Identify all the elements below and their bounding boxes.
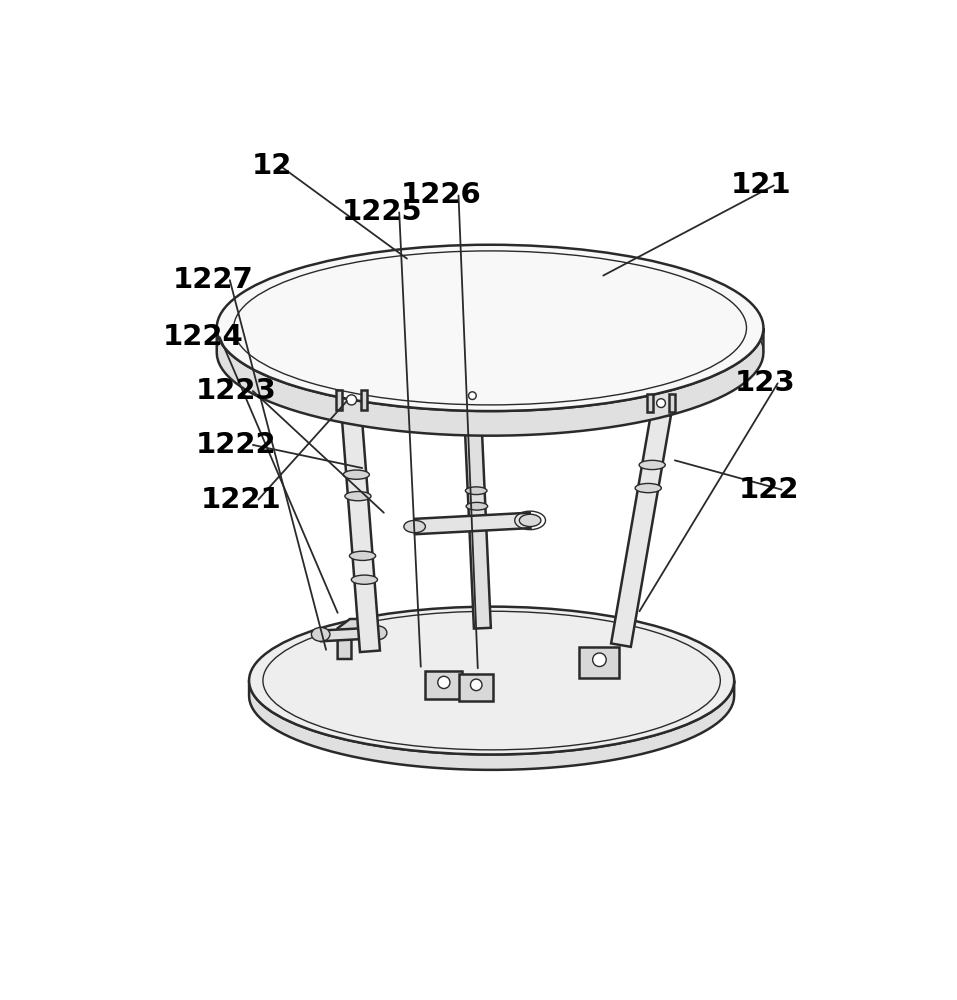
Circle shape [657,399,665,408]
Polygon shape [426,671,462,699]
Polygon shape [414,513,530,534]
Ellipse shape [249,607,734,754]
Text: 1225: 1225 [342,198,423,226]
Ellipse shape [216,245,764,411]
Polygon shape [647,394,654,412]
Text: 1227: 1227 [172,266,254,294]
Polygon shape [216,328,764,436]
Text: 1221: 1221 [201,486,281,514]
Circle shape [346,395,357,405]
Polygon shape [669,394,675,412]
Ellipse shape [404,520,426,533]
Text: 1222: 1222 [195,431,277,459]
Circle shape [437,676,450,689]
Text: 121: 121 [731,171,791,199]
Text: 12: 12 [252,152,292,180]
Polygon shape [612,412,671,647]
Polygon shape [342,412,380,652]
Ellipse shape [465,487,487,495]
Polygon shape [459,674,493,701]
Polygon shape [461,389,483,405]
Ellipse shape [635,483,661,493]
Ellipse shape [368,626,387,640]
Polygon shape [579,647,619,678]
Ellipse shape [639,460,665,470]
Polygon shape [321,627,378,641]
Polygon shape [464,406,491,629]
Circle shape [471,679,482,691]
Ellipse shape [311,627,330,641]
Circle shape [592,653,606,667]
Text: 1226: 1226 [401,181,482,209]
Ellipse shape [466,502,488,510]
Polygon shape [336,389,343,410]
Text: 1224: 1224 [163,323,243,351]
Circle shape [469,392,477,400]
Ellipse shape [344,470,369,479]
Text: 123: 123 [735,369,795,397]
Text: 122: 122 [739,476,799,504]
Polygon shape [338,619,361,659]
Ellipse shape [520,514,541,527]
Polygon shape [361,389,367,410]
Ellipse shape [349,551,376,560]
Ellipse shape [351,575,377,584]
Ellipse shape [345,492,371,501]
Text: 1223: 1223 [195,377,277,405]
Polygon shape [249,681,734,770]
